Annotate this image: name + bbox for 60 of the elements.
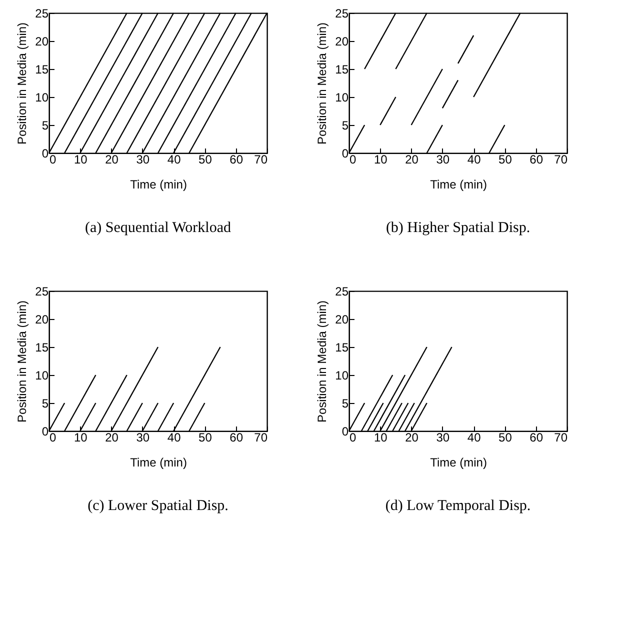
y-tick-label: 5 xyxy=(342,396,349,410)
x-tick-label: 60 xyxy=(530,152,544,166)
y-tick-label: 20 xyxy=(335,312,349,326)
text: (b) Higher Spatial Disp. xyxy=(386,220,530,236)
y-axis-title: Position in Media (min) xyxy=(15,22,30,145)
x-tick-label: 70 xyxy=(254,430,268,444)
x-tick-label: 40 xyxy=(467,430,482,444)
x-tick-label: 70 xyxy=(554,152,568,166)
x-tick-label: 10 xyxy=(74,430,88,444)
x-tick-label: 10 xyxy=(374,430,388,444)
x-tick-label: 20 xyxy=(105,430,119,444)
x-tick-label: 30 xyxy=(136,152,150,166)
y-tick-label: 15 xyxy=(335,62,349,76)
y-tick-label: 10 xyxy=(35,368,49,382)
x-tick-label: 10 xyxy=(74,152,88,166)
y-tick-label: 5 xyxy=(342,118,349,132)
y-tick-label: 10 xyxy=(335,90,349,104)
x-tick-label: 70 xyxy=(254,152,268,166)
x-tick-label: 30 xyxy=(436,430,450,444)
x-tick-label: 50 xyxy=(498,152,512,166)
y-tick-label: 10 xyxy=(335,368,349,382)
x-tick-label: 40 xyxy=(167,152,182,166)
x-tick-label: 60 xyxy=(230,430,244,444)
x-tick-label: 30 xyxy=(436,152,450,166)
x-tick-label: 60 xyxy=(230,152,244,166)
y-tick-label: 25 xyxy=(35,6,49,20)
y-tick-label: 20 xyxy=(335,34,349,48)
x-tick-label: 10 xyxy=(374,152,388,166)
y-tick-label: 10 xyxy=(35,90,49,104)
y-tick-label: 20 xyxy=(35,34,49,48)
x-tick-label: 40 xyxy=(167,430,182,444)
x-tick-label: 60 xyxy=(530,430,544,444)
y-tick-label: 15 xyxy=(335,340,349,354)
x-axis-title: Time (min) xyxy=(130,456,187,470)
x-tick-label: 50 xyxy=(498,430,512,444)
x-tick-label: 70 xyxy=(554,430,568,444)
x-axis-title: Time (min) xyxy=(130,178,187,192)
x-tick-label: 40 xyxy=(467,152,482,166)
y-tick-label: 25 xyxy=(35,284,49,298)
y-tick-label: 25 xyxy=(335,6,349,20)
text: (d) Low Temporal Disp. xyxy=(385,498,531,514)
x-tick-label: 30 xyxy=(136,430,150,444)
y-tick-label: 20 xyxy=(35,312,49,326)
x-tick-label: 50 xyxy=(198,152,212,166)
x-tick-label: 20 xyxy=(105,152,119,166)
y-axis-title: Position in Media (min) xyxy=(315,300,330,423)
x-tick-label: 20 xyxy=(405,152,419,166)
y-axis-title: Position in Media (min) xyxy=(315,22,330,145)
y-axis-title: Position in Media (min) xyxy=(15,300,30,423)
text: (a) Sequential Workload xyxy=(85,220,232,236)
text: (c) Lower Spatial Disp. xyxy=(88,498,228,514)
y-tick-label: 25 xyxy=(335,284,349,298)
x-tick-label: 50 xyxy=(198,430,212,444)
y-tick-label: 15 xyxy=(35,340,49,354)
y-tick-label: 5 xyxy=(42,118,49,132)
y-tick-label: 5 xyxy=(42,396,49,410)
x-tick-label: 20 xyxy=(405,430,419,444)
x-axis-title: Time (min) xyxy=(430,456,487,470)
y-tick-label: 15 xyxy=(35,62,49,76)
x-axis-title: Time (min) xyxy=(430,178,487,192)
